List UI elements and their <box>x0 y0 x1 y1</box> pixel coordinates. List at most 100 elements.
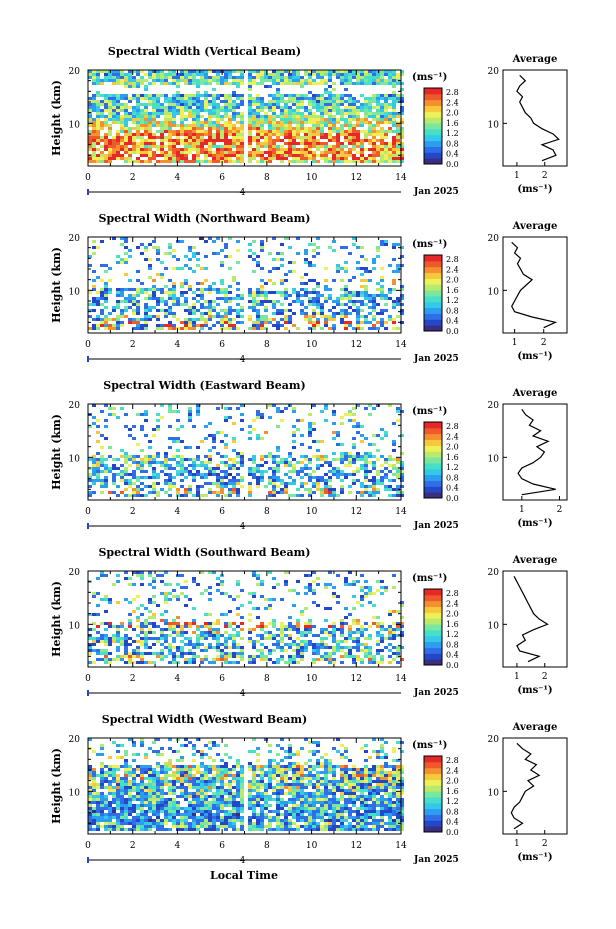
heatmap-cell <box>124 643 128 646</box>
heatmap-cell <box>124 118 128 121</box>
heatmap-cell <box>348 118 352 121</box>
heatmap-cell <box>320 136 324 139</box>
heatmap-cell <box>372 297 376 300</box>
heatmap-cell <box>388 142 392 145</box>
heatmap-cell <box>288 625 292 628</box>
heatmap-cell <box>280 291 284 294</box>
heatmap-cell <box>348 133 352 136</box>
heatmap-cell <box>132 312 136 315</box>
heatmap-cell <box>228 124 232 127</box>
heatmap-cell <box>296 580 300 583</box>
heatmap-cell <box>352 294 356 297</box>
heatmap-cell <box>332 324 336 327</box>
heatmap-cell <box>108 118 112 121</box>
heatmap-cell <box>208 458 212 461</box>
colorbar-swatch <box>424 272 442 279</box>
heatmap-cell <box>256 145 260 148</box>
heatmap-cell <box>188 470 192 473</box>
heatmap-cell <box>228 479 232 482</box>
heatmap-cell <box>344 151 348 154</box>
heatmap-cell <box>320 643 324 646</box>
heatmap-cell <box>292 446 296 449</box>
heatmap-cell <box>140 282 144 285</box>
heatmap-cell <box>120 118 124 121</box>
heatmap-cell <box>180 321 184 324</box>
heatmap-cell <box>368 625 372 628</box>
heatmap-cell <box>100 455 104 458</box>
heatmap-cell <box>188 285 192 288</box>
heatmap-cell <box>316 479 320 482</box>
heatmap-cell <box>264 318 268 321</box>
heatmap-cell <box>348 631 352 634</box>
heatmap-cell <box>296 419 300 422</box>
heatmap-cell <box>260 115 264 118</box>
heatmap-cell <box>292 94 296 97</box>
heatmap-cell <box>220 127 224 130</box>
heatmap-cell <box>228 464 232 467</box>
heatmap-cell <box>372 73 376 76</box>
heatmap-cell <box>116 115 120 118</box>
heatmap-cell <box>256 479 260 482</box>
heatmap-cell <box>204 255 208 258</box>
heatmap-cell <box>148 464 152 467</box>
heatmap-cell <box>268 291 272 294</box>
heatmap-cell <box>332 437 336 440</box>
heatmap-cell <box>344 70 348 73</box>
heatmap-cell <box>216 148 220 151</box>
heatmap-cell <box>308 70 312 73</box>
heatmap-cell <box>344 464 348 467</box>
heatmap-cell <box>344 246 348 249</box>
heatmap-cell <box>392 109 396 112</box>
heatmap-cell <box>280 324 284 327</box>
heatmap-cell <box>136 327 140 330</box>
heatmap-cell <box>228 267 232 270</box>
heatmap-cell <box>168 109 172 112</box>
heatmap-cell <box>220 658 224 661</box>
heatmap-cell <box>224 288 228 291</box>
heatmap-cell <box>180 655 184 658</box>
heatmap-cell <box>172 294 176 297</box>
heatmap-cell <box>356 82 360 85</box>
heatmap-cell <box>176 583 180 586</box>
heatmap-cell <box>380 106 384 109</box>
heatmap-cell <box>160 291 164 294</box>
heatmap-cell <box>360 273 364 276</box>
heatmap-cell <box>284 94 288 97</box>
heatmap-cell <box>156 655 160 658</box>
heatmap-cell <box>332 121 336 124</box>
heatmap-cell <box>200 151 204 154</box>
heatmap-cell <box>288 136 292 139</box>
heatmap-cell <box>292 103 296 106</box>
heatmap-cell <box>308 97 312 100</box>
heatmap-cell <box>184 282 188 285</box>
heatmap-cell <box>200 136 204 139</box>
heatmap-cell <box>180 646 184 649</box>
heatmap-cell <box>152 306 156 309</box>
heatmap-cell <box>384 434 388 437</box>
heatmap-cell <box>116 750 120 753</box>
heatmap-cell <box>224 482 228 485</box>
heatmap-cell <box>220 145 224 148</box>
heatmap-cell <box>360 747 364 750</box>
heatmap-cell <box>116 109 120 112</box>
heatmap-cell <box>140 467 144 470</box>
heatmap-cell <box>328 160 332 163</box>
heatmap-cell <box>316 646 320 649</box>
heatmap-cell <box>400 303 404 306</box>
heatmap-cell <box>272 70 276 73</box>
heatmap-cell <box>220 479 224 482</box>
heatmap-cell <box>156 494 160 497</box>
heatmap-cell <box>372 318 376 321</box>
heatmap-cell <box>280 634 284 637</box>
heatmap-cell <box>324 142 328 145</box>
heatmap-cell <box>120 154 124 157</box>
heatmap-cell <box>224 643 228 646</box>
heatmap-cell <box>328 100 332 103</box>
heatmap-cell <box>348 458 352 461</box>
heatmap-cell <box>264 309 268 312</box>
heatmap-cell <box>332 658 336 661</box>
heatmap-cell <box>316 252 320 255</box>
heatmap-cell <box>96 652 100 655</box>
heatmap-cell <box>100 640 104 643</box>
heatmap-cell <box>104 285 108 288</box>
